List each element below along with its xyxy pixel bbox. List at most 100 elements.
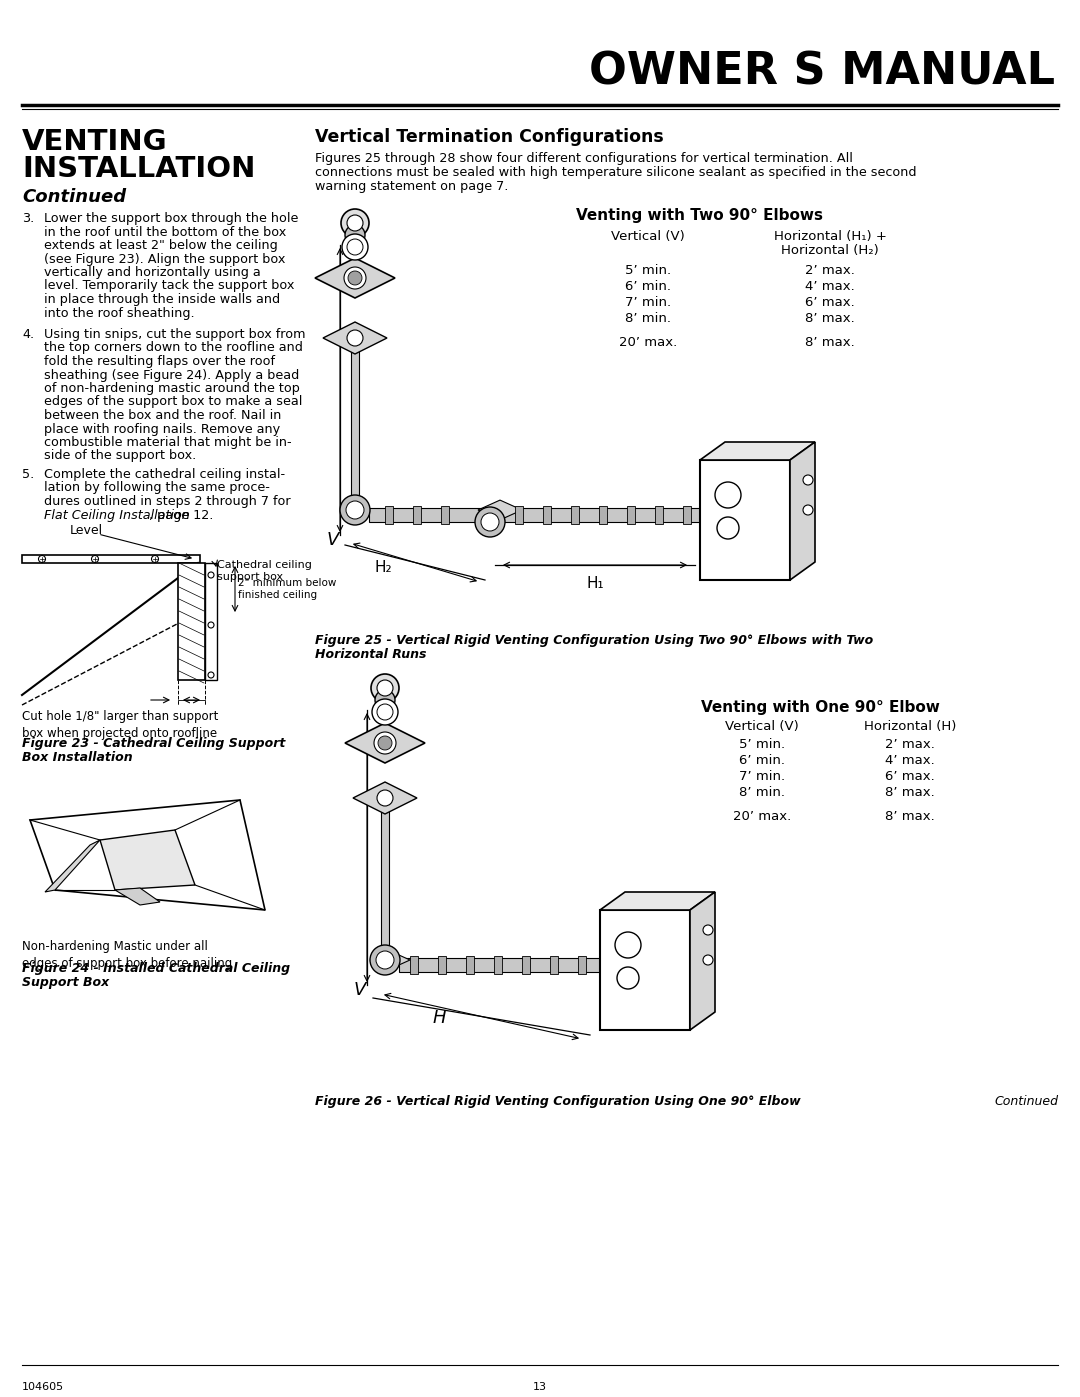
Circle shape — [377, 680, 393, 696]
Circle shape — [347, 330, 363, 346]
Bar — [550, 956, 558, 974]
Text: side of the support box.: side of the support box. — [44, 450, 197, 462]
Text: 7’ min.: 7’ min. — [739, 770, 785, 782]
Text: 8’ max.: 8’ max. — [805, 312, 855, 326]
Circle shape — [374, 732, 396, 754]
Text: fold the resulting flaps over the roof: fold the resulting flaps over the roof — [44, 355, 275, 367]
Text: level. Temporarily tack the support box: level. Temporarily tack the support box — [44, 279, 295, 292]
Bar — [654, 506, 663, 524]
Text: Cut hole 1/8" larger than support
box when projected onto roofline: Cut hole 1/8" larger than support box wh… — [22, 710, 218, 740]
Text: Figure 23 - Cathedral Ceiling Support: Figure 23 - Cathedral Ceiling Support — [22, 738, 285, 750]
Polygon shape — [700, 441, 815, 460]
Text: Continued: Continued — [22, 189, 126, 205]
Text: 8’ max.: 8’ max. — [886, 810, 935, 823]
Circle shape — [341, 210, 369, 237]
Bar — [504, 509, 700, 522]
Circle shape — [703, 925, 713, 935]
Polygon shape — [114, 888, 160, 905]
Circle shape — [475, 507, 505, 536]
Bar — [600, 909, 690, 1030]
Polygon shape — [789, 441, 815, 580]
Circle shape — [347, 215, 363, 231]
Bar — [522, 956, 530, 974]
Circle shape — [92, 556, 98, 563]
Bar — [369, 509, 490, 522]
Text: Horizontal (H₁) +: Horizontal (H₁) + — [773, 231, 887, 243]
Polygon shape — [370, 951, 410, 970]
Circle shape — [348, 271, 362, 285]
Bar — [599, 506, 607, 524]
Text: 8’ max.: 8’ max. — [805, 337, 855, 349]
Text: 4’ max.: 4’ max. — [805, 279, 855, 293]
Text: 2’ max.: 2’ max. — [886, 738, 935, 752]
Bar — [700, 460, 789, 580]
Text: 4’ max.: 4’ max. — [886, 754, 935, 767]
Polygon shape — [323, 321, 387, 353]
Text: Non-hardening Mastic under all
edges of support box before nailing: Non-hardening Mastic under all edges of … — [22, 940, 232, 970]
Bar — [384, 506, 393, 524]
Circle shape — [804, 504, 813, 515]
Text: OWNER S MANUAL: OWNER S MANUAL — [589, 50, 1055, 94]
Text: 2’ max.: 2’ max. — [805, 264, 855, 277]
Bar — [438, 956, 446, 974]
Text: 7’ min.: 7’ min. — [625, 296, 671, 309]
Text: Venting with Two 90° Elbows: Venting with Two 90° Elbows — [577, 208, 824, 224]
Circle shape — [345, 267, 366, 289]
Circle shape — [370, 944, 400, 975]
Circle shape — [346, 502, 364, 520]
Bar — [413, 506, 421, 524]
Text: the top corners down to the roofline and: the top corners down to the roofline and — [44, 341, 302, 355]
Text: VENTING: VENTING — [22, 129, 167, 156]
Text: 6’ max.: 6’ max. — [805, 296, 855, 309]
Text: lation by following the same proce-: lation by following the same proce- — [44, 482, 270, 495]
Circle shape — [340, 495, 370, 525]
Bar — [410, 956, 418, 974]
Text: between the box and the roof. Nail in: between the box and the roof. Nail in — [44, 409, 282, 422]
Polygon shape — [353, 782, 417, 814]
Circle shape — [208, 571, 214, 578]
Text: Venting with One 90° Elbow: Venting with One 90° Elbow — [701, 700, 940, 715]
Bar — [578, 956, 586, 974]
Text: 2" minimum below
finished ceiling: 2" minimum below finished ceiling — [238, 578, 336, 601]
Text: 5’ min.: 5’ min. — [739, 738, 785, 752]
Bar — [683, 506, 691, 524]
Text: 5’ min.: 5’ min. — [625, 264, 671, 277]
Text: 8’ min.: 8’ min. — [625, 312, 671, 326]
Text: H: H — [433, 1009, 446, 1027]
Text: connections must be sealed with high temperature silicone sealant as specified i: connections must be sealed with high tem… — [315, 166, 917, 179]
Text: Flat Ceiling Installation: Flat Ceiling Installation — [44, 509, 190, 521]
Circle shape — [615, 932, 642, 958]
Circle shape — [372, 673, 399, 703]
Text: extends at least 2" below the ceiling: extends at least 2" below the ceiling — [44, 239, 278, 251]
Text: INSTALLATION: INSTALLATION — [22, 155, 255, 183]
Circle shape — [376, 951, 394, 970]
Text: H₂: H₂ — [375, 560, 393, 574]
Text: Figure 25 - Vertical Rigid Venting Configuration Using Two 90° Elbows with Two: Figure 25 - Vertical Rigid Venting Confi… — [315, 634, 874, 647]
Text: Figures 25 through 28 show four different configurations for vertical terminatio: Figures 25 through 28 show four differen… — [315, 152, 853, 165]
Text: Vertical (V): Vertical (V) — [725, 719, 799, 733]
Text: Vertical (V): Vertical (V) — [611, 231, 685, 243]
Bar — [205, 563, 217, 680]
Text: in the roof until the bottom of the box: in the roof until the bottom of the box — [44, 225, 286, 239]
Text: , page 12.: , page 12. — [149, 509, 214, 521]
Bar — [543, 506, 551, 524]
Text: into the roof sheathing.: into the roof sheathing. — [44, 306, 194, 320]
Polygon shape — [100, 830, 195, 890]
Bar — [381, 805, 389, 950]
Text: of non-hardening mastic around the top: of non-hardening mastic around the top — [44, 381, 300, 395]
Text: 5.: 5. — [22, 468, 35, 481]
Circle shape — [39, 556, 45, 563]
Polygon shape — [345, 724, 426, 763]
Text: 6’ min.: 6’ min. — [739, 754, 785, 767]
Text: H₁: H₁ — [586, 576, 604, 591]
Circle shape — [375, 690, 395, 710]
Text: Support Box: Support Box — [22, 977, 109, 989]
Bar — [399, 958, 600, 972]
Circle shape — [347, 239, 363, 256]
Polygon shape — [690, 893, 715, 1030]
Bar — [465, 956, 474, 974]
Polygon shape — [478, 500, 522, 520]
Bar — [627, 506, 635, 524]
Text: 4.: 4. — [22, 328, 35, 341]
Text: 8’ max.: 8’ max. — [886, 787, 935, 799]
